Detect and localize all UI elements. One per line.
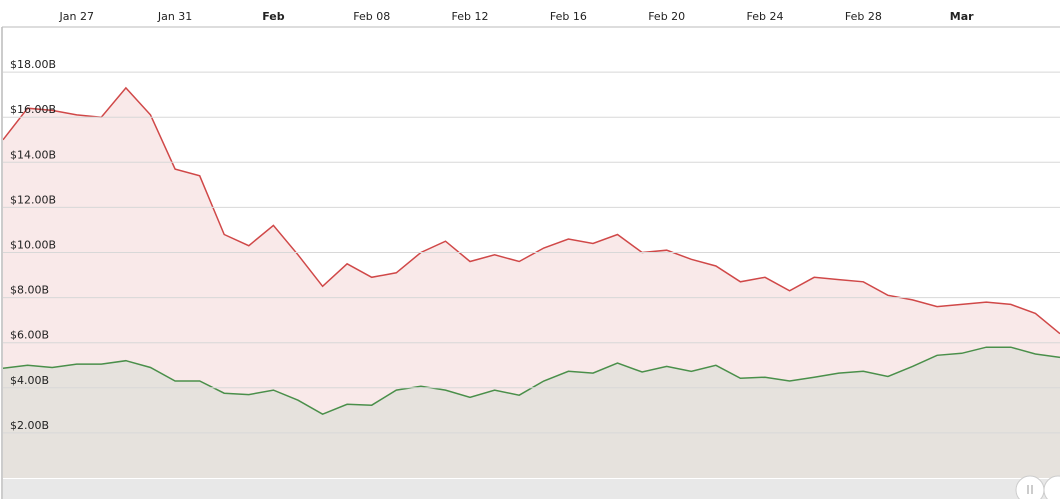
- y-tick-label: $6.00B: [10, 329, 49, 342]
- x-tick-label: Mar: [950, 10, 974, 23]
- line: [3, 86, 1060, 335]
- scroll-handle[interactable]: [1043, 475, 1060, 499]
- y-tick-label: $14.00B: [10, 148, 56, 161]
- scroll-handle[interactable]: [1015, 475, 1045, 499]
- y-tick-label: $18.00B: [10, 58, 56, 71]
- x-tick-label: Feb: [262, 10, 285, 23]
- x-tick-label: Feb 08: [353, 10, 390, 23]
- x-tick-label: Feb 16: [550, 10, 587, 23]
- scrollbar[interactable]: [3, 479, 1060, 499]
- x-tick-label: Feb 12: [452, 10, 489, 23]
- y-tick-label: $8.00B: [10, 284, 49, 297]
- area: [3, 347, 1060, 478]
- y-tick-label: $16.00B: [10, 103, 56, 116]
- y-tick-label: $10.00B: [10, 239, 56, 252]
- x-tick-label: Feb 24: [747, 10, 784, 23]
- y-tick-label: $2.00B: [10, 419, 49, 432]
- x-tick-label: Feb 28: [845, 10, 882, 23]
- x-tick-label: Jan 27: [59, 10, 94, 23]
- y-tick-label: $12.00B: [10, 193, 56, 206]
- x-tick-label: Jan 31: [157, 10, 192, 23]
- x-tick-label: Feb 20: [648, 10, 685, 23]
- y-tick-label: $4.00B: [10, 374, 49, 387]
